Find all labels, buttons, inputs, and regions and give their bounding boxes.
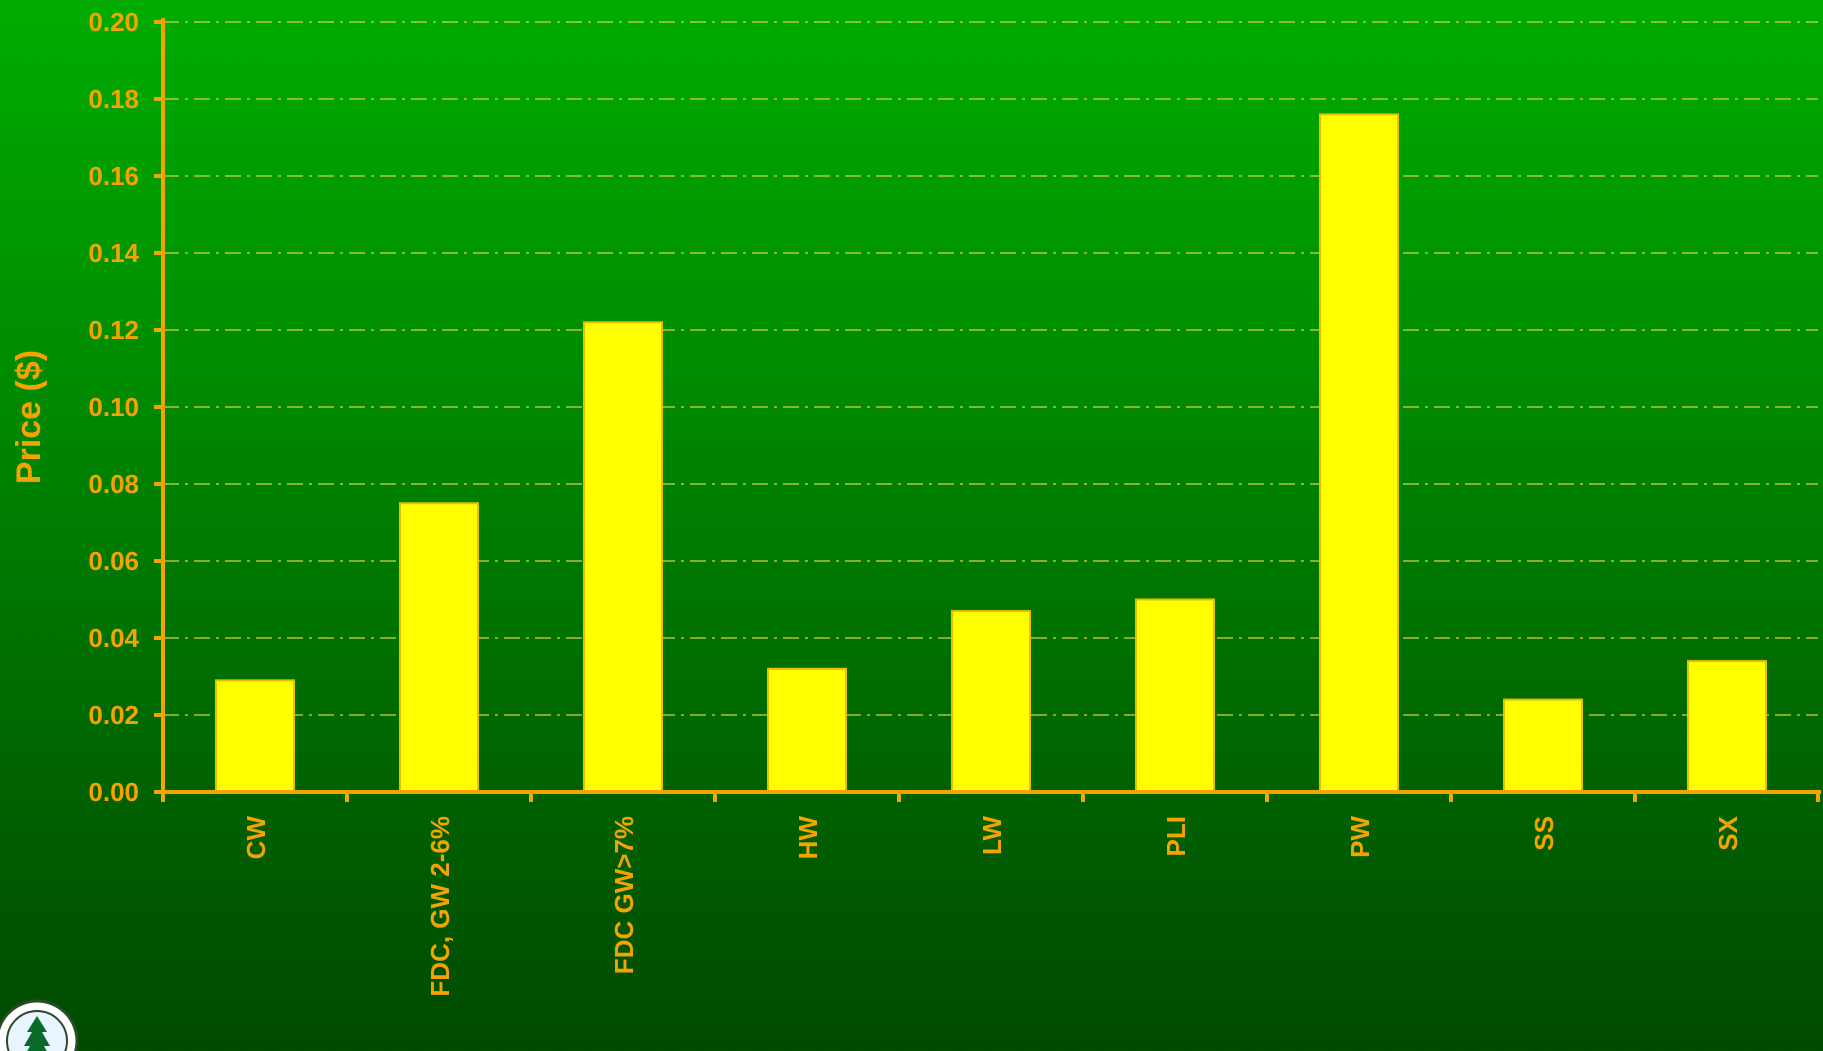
bar — [583, 321, 663, 793]
y-tick-label: 0.06 — [88, 546, 139, 576]
y-tick-label: 0.02 — [88, 700, 139, 730]
x-tick-label: PW — [1345, 816, 1375, 858]
bar — [1687, 660, 1767, 793]
x-tick-label: PLI — [1161, 816, 1191, 856]
bar — [767, 667, 847, 793]
y-tick-label: 0.20 — [88, 7, 139, 37]
x-tick-label: SS — [1529, 816, 1559, 851]
axes — [154, 18, 1821, 802]
x-tick-label: FDC GW>7% — [609, 816, 639, 974]
y-axis-title: Price ($) — [10, 350, 48, 484]
bar — [215, 679, 295, 793]
bars — [215, 113, 1767, 793]
y-tick-label: 0.08 — [88, 469, 139, 499]
x-tick-label: FDC, GW 2-6% — [425, 816, 455, 997]
x-tick-labels: CW FDC, GW 2-6% FDC GW>7% HW LW PLI PW SS SX — [241, 815, 1743, 996]
y-tick-label: 0.18 — [88, 84, 139, 114]
y-tick-label: 0.00 — [88, 777, 139, 807]
bar — [1319, 113, 1399, 793]
x-tick-label: SX — [1713, 815, 1743, 850]
x-tick-label: CW — [241, 816, 271, 860]
y-tick-label: 0.04 — [88, 623, 139, 653]
y-tick-label: 0.16 — [88, 161, 139, 191]
tree-seal-icon — [0, 999, 79, 1051]
bar — [399, 502, 479, 793]
bar — [1135, 598, 1215, 793]
y-tick-labels: 0.00 0.02 0.04 0.06 0.08 0.10 0.12 0.14 0.16 0.18… — [88, 7, 139, 807]
bar — [951, 610, 1031, 793]
y-tick-label: 0.10 — [88, 392, 139, 422]
x-tick-label: HW — [793, 816, 823, 860]
y-tick-label: 0.14 — [88, 238, 139, 268]
y-tick-label: 0.12 — [88, 315, 139, 345]
bar — [1503, 698, 1583, 793]
x-tick-label: LW — [977, 816, 1007, 855]
